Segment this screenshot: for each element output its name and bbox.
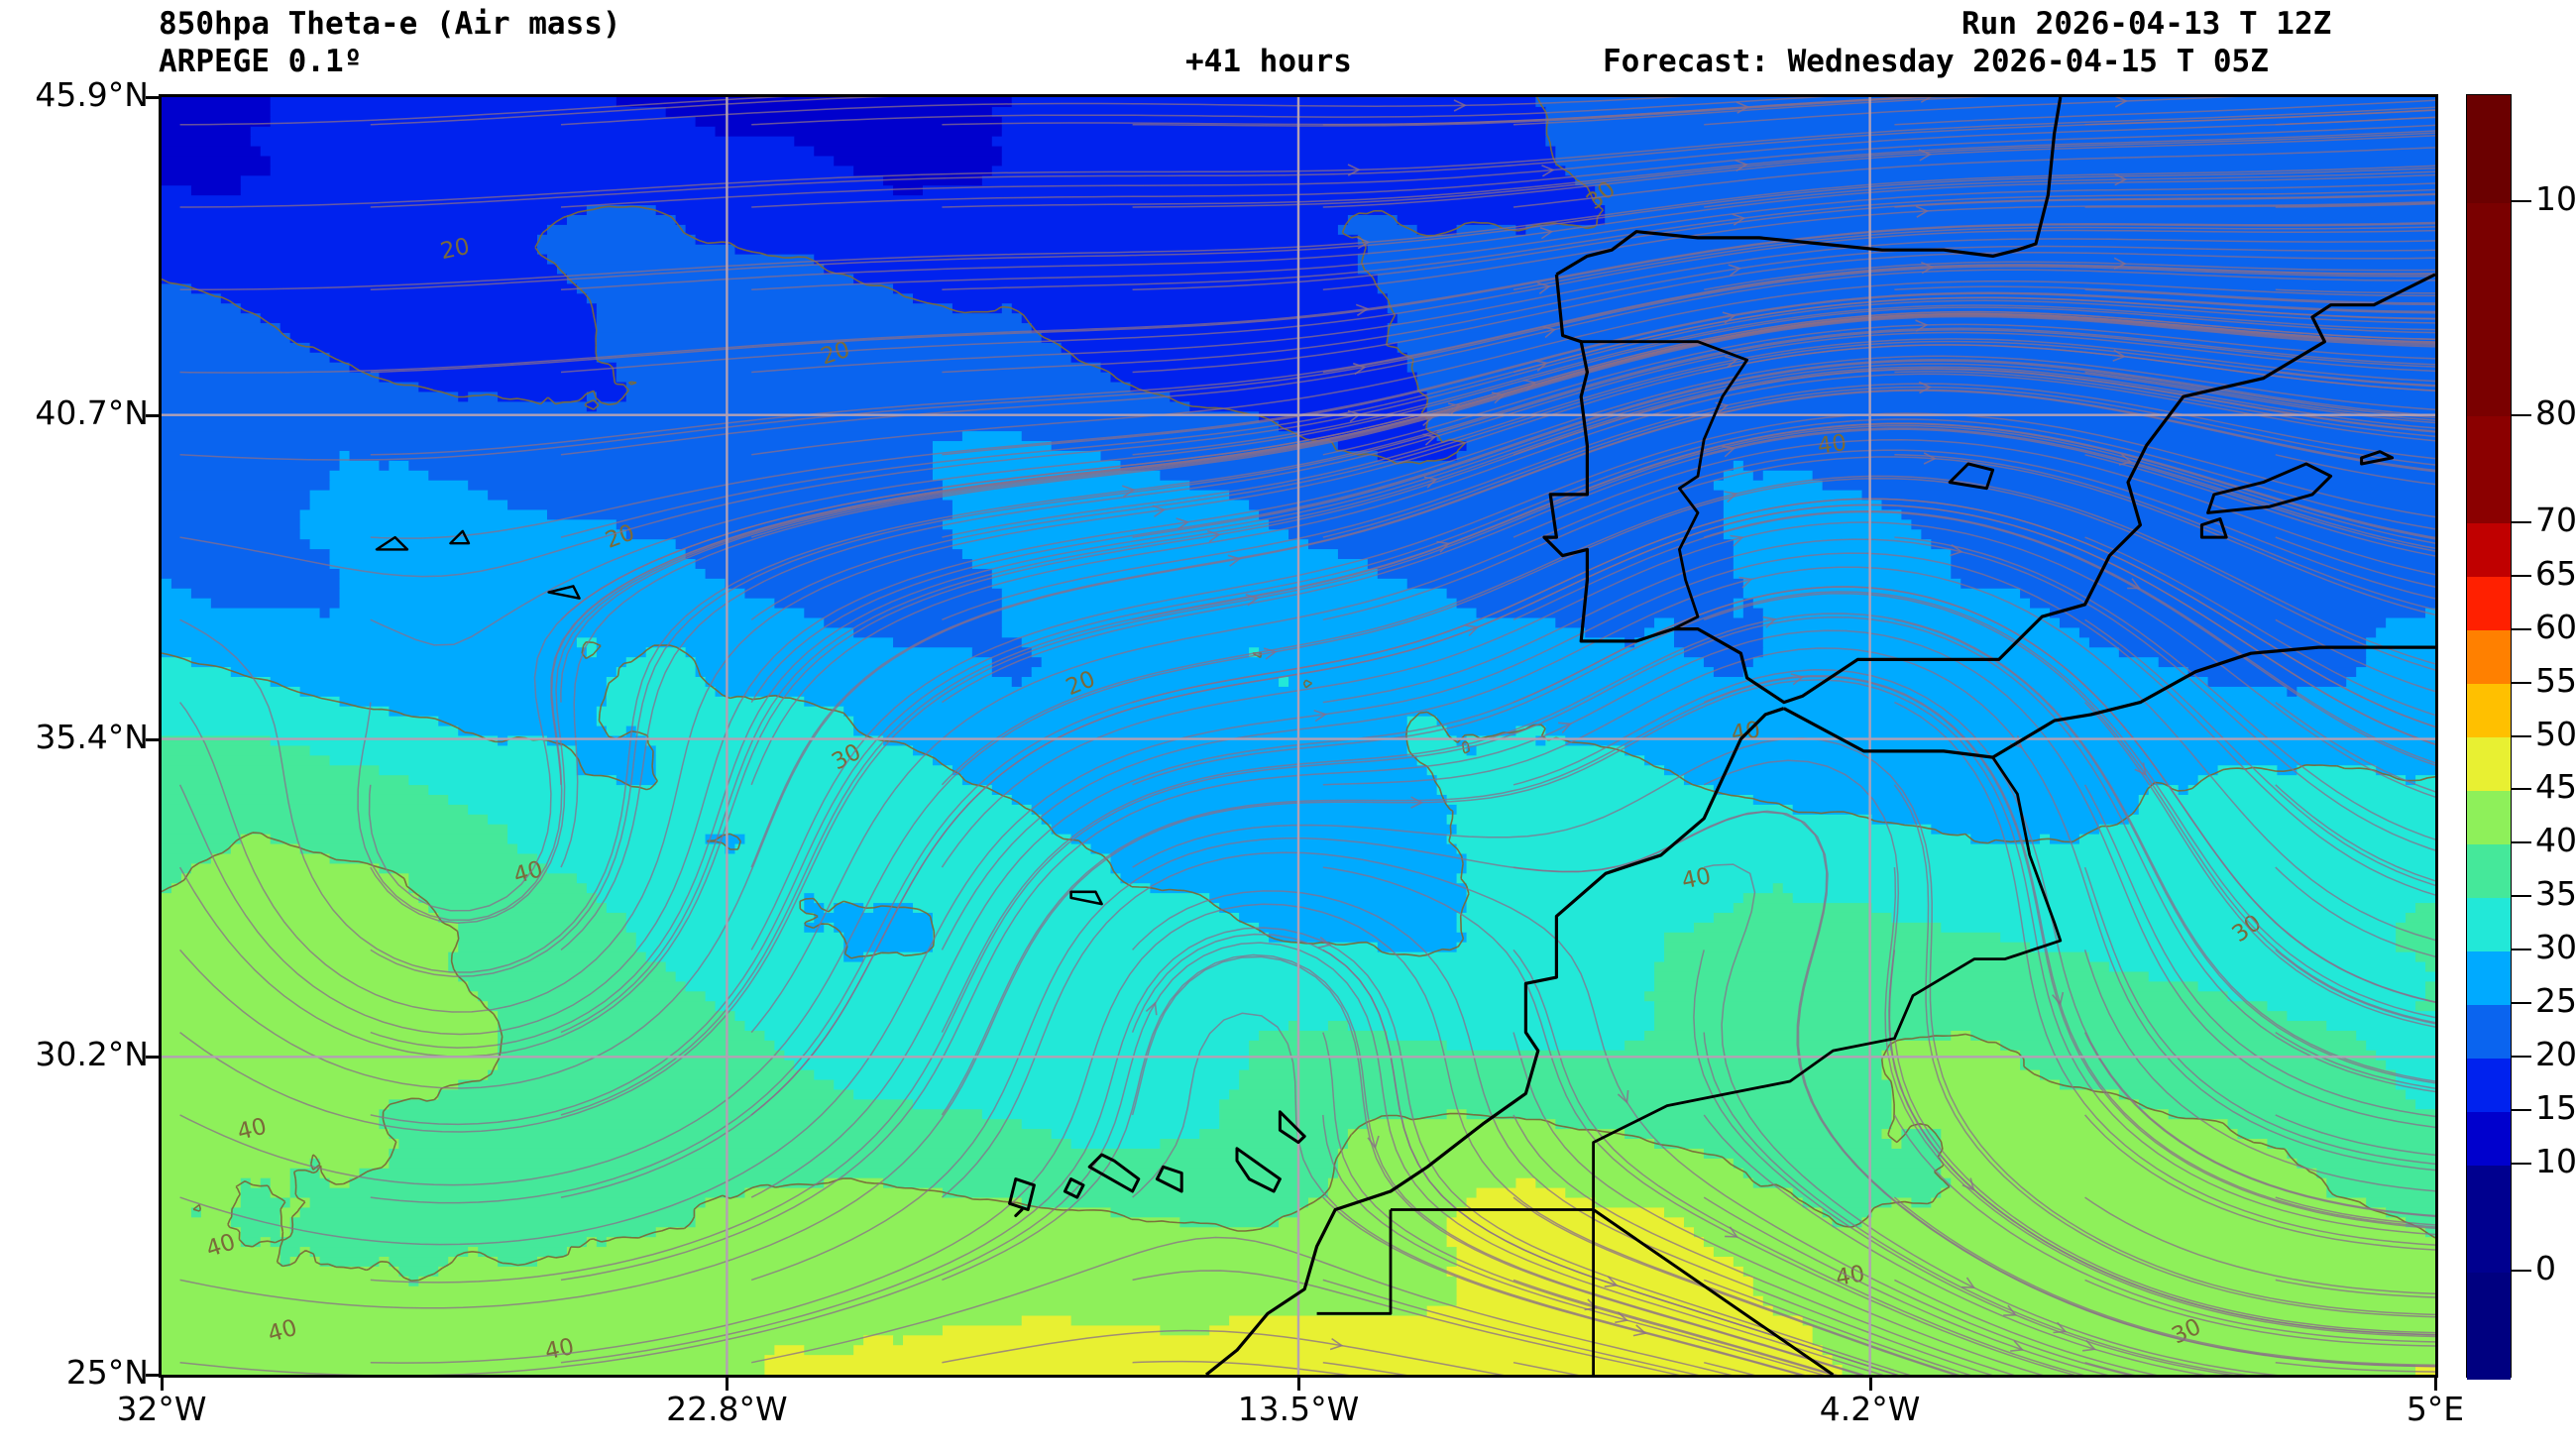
colorbar-tick-mark (2512, 520, 2531, 523)
colorbar-tick-mark (2512, 574, 2531, 577)
colorbar-tick-label: 0 (2535, 1249, 2556, 1288)
colorbar-tick-mark (2512, 788, 2531, 791)
model-name-label: ARPEGE 0.1º (159, 44, 363, 79)
x-axis-tick-label: 13.5°W (1237, 1390, 1360, 1428)
colorbar-tick-label: 70 (2535, 500, 2576, 539)
colorbar-segment (2467, 522, 2511, 578)
colorbar-tick-mark (2512, 1163, 2531, 1166)
x-axis-tick-label: 4.2°W (1819, 1390, 1921, 1428)
svg-text:40: 40 (1816, 430, 1848, 460)
colorbar-tick-label: 45 (2535, 767, 2576, 807)
colorbar-tick-label: 50 (2535, 714, 2576, 753)
svg-text:20: 20 (438, 234, 472, 266)
chart-header: 850hpa Theta-e (Air mass) ARPEGE 0.1º +4… (0, 0, 2576, 91)
theta-e-field: 20 20 20 20 30 30 30 30 40 40 40 40 40 40 40 40 40 (162, 97, 2435, 1375)
colorbar-tick-label: 55 (2535, 660, 2576, 700)
colorbar-segment (2467, 201, 2511, 417)
colorbar-tick-mark (2512, 627, 2531, 630)
colorbar-tick-mark (2512, 949, 2531, 951)
colorbar-tick-mark (2512, 681, 2531, 684)
x-axis-tick-mark (161, 1378, 164, 1391)
colorbar-tick-label: 10 (2535, 1142, 2576, 1181)
colorbar-segment (2467, 950, 2511, 1005)
colorbar-tick-label: 80 (2535, 392, 2576, 432)
y-axis-tick-label: 35.4°N (35, 717, 149, 756)
colorbar-segment (2467, 415, 2511, 524)
x-axis-tick-label: 32°W (116, 1390, 207, 1428)
colorbar-tick-mark (2512, 734, 2531, 737)
colorbar (2466, 94, 2512, 1380)
coastlines (375, 97, 2435, 1375)
colorbar-tick-label: 30 (2535, 928, 2576, 967)
colorbar-tick-label: 35 (2535, 874, 2576, 914)
colorbar-tick-mark (2512, 199, 2531, 202)
colorbar-tick-label: 20 (2535, 1035, 2576, 1074)
colorbar-tick-mark (2512, 1270, 2531, 1273)
colorbar-segment (2467, 897, 2511, 951)
colorbar-tick-mark (2512, 413, 2531, 416)
y-axis-tick-label: 40.7°N (35, 392, 149, 432)
svg-text:40: 40 (543, 1334, 577, 1366)
colorbar-segment (2467, 736, 2511, 792)
colorbar-tick-mark (2512, 1109, 2531, 1112)
colorbar-segment (2467, 1272, 2511, 1380)
colorbar-tick-label: 40 (2535, 821, 2576, 860)
colorbar-segment (2467, 1165, 2511, 1273)
x-axis-tick-label: 5°E (2406, 1390, 2465, 1428)
y-axis-tick-label: 25°N (65, 1353, 149, 1392)
colorbar-segment (2467, 95, 2511, 203)
x-axis-tick-mark (1297, 1378, 1300, 1391)
x-axis-tick-mark (1868, 1378, 1872, 1391)
forecast-time-label: Forecast: Wednesday 2026-04-15 T 05Z (1603, 44, 2269, 79)
colorbar-segment (2467, 629, 2511, 685)
y-axis-tick-mark (146, 96, 159, 99)
colorbar-segment (2467, 576, 2511, 631)
theta-e-contour-lines (162, 97, 2435, 1282)
x-axis-tick-label: 22.8°W (666, 1390, 788, 1428)
lead-time-label: +41 hours (1185, 44, 1352, 79)
colorbar-segment (2467, 1058, 2511, 1112)
colorbar-tick-mark (2512, 1056, 2531, 1059)
colorbar-tick-mark (2512, 841, 2531, 844)
colorbar-segment (2467, 1111, 2511, 1166)
colorbar-segment (2467, 683, 2511, 738)
colorbar-tick-mark (2512, 895, 2531, 898)
y-axis-tick-mark (146, 737, 159, 741)
map-plot-area: 20 20 20 20 30 30 30 30 40 40 40 40 40 40 40 40 40 (159, 94, 2438, 1378)
colorbar-segment (2467, 843, 2511, 898)
y-axis-tick-mark (146, 1374, 159, 1377)
y-axis-tick-mark (146, 413, 159, 417)
colorbar-tick-label: 25 (2535, 981, 2576, 1021)
wind-streamlines (178, 97, 2435, 1375)
colorbar-tick-label: 100 (2535, 178, 2576, 218)
y-axis-tick-label: 30.2°N (35, 1035, 149, 1074)
colorbar-segment (2467, 790, 2511, 844)
colorbar-tick-label: 60 (2535, 607, 2576, 646)
colorbar-tick-mark (2512, 1002, 2531, 1005)
run-time-label: Run 2026-04-13 T 12Z (1961, 6, 2332, 42)
chart-title: 850hpa Theta-e (Air mass) (159, 6, 621, 42)
colorbar-segment (2467, 1004, 2511, 1059)
y-axis-tick-mark (146, 1056, 159, 1060)
map-gridlines (162, 97, 2435, 1375)
colorbar-tick-label: 65 (2535, 553, 2576, 593)
y-axis-tick-label: 45.9°N (35, 75, 149, 114)
colorbar-tick-label: 15 (2535, 1088, 2576, 1128)
svg-text:40: 40 (1680, 863, 1714, 895)
x-axis-tick-mark (2434, 1378, 2437, 1391)
x-axis-tick-mark (726, 1378, 729, 1391)
